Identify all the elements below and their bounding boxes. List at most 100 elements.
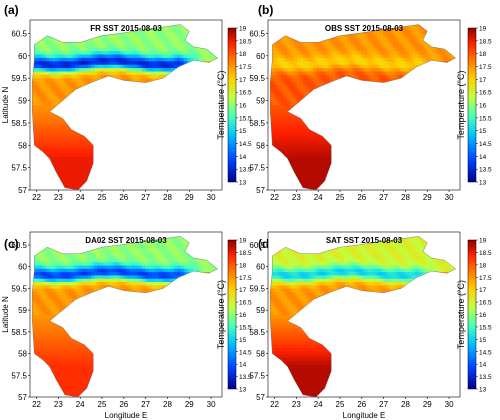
panel-title: OBS SST 2015-08-03	[325, 24, 404, 33]
colorbar-tick-label: 13	[239, 180, 247, 187]
x-tick-label: 25	[98, 193, 107, 202]
x-tick-label: 30	[445, 400, 454, 409]
y-tick-label: 59.5	[249, 284, 265, 293]
x-tick-label: 29	[185, 193, 194, 202]
colorbar-tick-label: 13	[479, 387, 487, 394]
x-tick-label: 24	[76, 400, 85, 409]
colorbar-tick-label: 17.5	[239, 64, 252, 71]
y-tick-label: 57.5	[11, 371, 27, 380]
colorbar-tick-label: 18	[479, 51, 487, 58]
panel-3: (c) DA02 SST 2015-08-03 22 23 24 25 26 27 28 29 30…	[1, 231, 252, 420]
colorbar-tick-label: 16.5	[479, 90, 492, 97]
x-tick-label: 26	[119, 400, 128, 409]
y-tick-label: 59	[256, 306, 265, 315]
colorbar	[227, 239, 237, 390]
panel-title: FR SST 2015-08-03	[90, 24, 162, 33]
x-tick-label: 27	[141, 193, 150, 202]
x-tick-label: 28	[163, 193, 172, 202]
colorbar-tick-label: 19	[239, 26, 247, 33]
colorbar-tick-label: 14	[479, 362, 487, 369]
y-tick-label: 58.5	[11, 328, 27, 337]
y-tick-label: 59	[256, 97, 265, 106]
x-tick-label: 22	[32, 193, 41, 202]
y-tick-label: 60	[18, 263, 27, 272]
colorbar-tick-label: 16	[479, 103, 487, 110]
x-tick-label: 27	[379, 400, 388, 409]
colorbar-tick-label: 13	[239, 387, 247, 394]
colorbar-tick-label: 17	[479, 77, 487, 84]
x-tick-label: 27	[141, 400, 150, 409]
panel-title: SAT SST 2015-08-03	[326, 236, 403, 245]
colorbar-tick-label: 13	[479, 180, 487, 187]
colorbar-tick-label: 16.5	[239, 300, 252, 307]
colorbar-tick-label: 16.5	[239, 90, 252, 97]
colorbar-tick-label: 16.5	[479, 300, 492, 307]
y-tick-label: 59	[18, 97, 27, 106]
colorbar-tick-label: 18.5	[479, 38, 492, 45]
y-tick-label: 57	[18, 393, 27, 402]
colorbar-tick-label: 14	[239, 154, 247, 161]
colorbar-tick-label: 19	[239, 238, 247, 245]
colorbar-tick-label: 15.5	[239, 324, 252, 331]
panel-letter: (b)	[258, 3, 273, 17]
colorbar-tick-label: 18	[239, 51, 247, 58]
y-tick-label: 57	[256, 186, 265, 195]
colorbar-tick-label: 15	[479, 128, 487, 135]
y-tick-label: 60	[18, 52, 27, 61]
x-tick-label: 26	[357, 400, 366, 409]
colorbar-tick-label: 14	[239, 362, 247, 369]
y-tick-label: 60.5	[11, 241, 27, 250]
colorbar-tick-label: 18	[479, 262, 487, 269]
x-tick-label: 22	[32, 400, 41, 409]
y-tick-label: 57.5	[249, 164, 265, 173]
panel-1: (a) FR SST 2015-08-03 22 23 24 25 26 27 28 29 30 57…	[1, 3, 252, 202]
colorbar-tick-label: 13.5	[239, 374, 252, 381]
y-tick-label: 60	[256, 52, 265, 61]
x-tick-label: 24	[314, 400, 323, 409]
colorbar-tick-label: 15.5	[239, 115, 252, 122]
y-tick-label: 58	[18, 141, 27, 150]
panel-title: DA02 SST 2015-08-03	[85, 236, 167, 245]
y-tick-label: 58	[256, 141, 265, 150]
colorbar-tick-label: 14.5	[239, 349, 252, 356]
x-tick-label: 24	[76, 193, 85, 202]
x-tick-label: 25	[336, 400, 345, 409]
x-tick-label: 29	[423, 193, 432, 202]
colorbar-tick-label: 17.5	[479, 275, 492, 282]
colorbar-tick-label: 19	[479, 26, 487, 33]
x-tick-label: 30	[207, 193, 216, 202]
panel-letter: (c)	[4, 237, 19, 251]
x-axis-label: Longitude E	[343, 411, 386, 420]
x-tick-label: 26	[357, 193, 366, 202]
x-tick-label: 25	[98, 400, 107, 409]
coastline	[31, 24, 218, 191]
y-tick-label: 58	[18, 350, 27, 359]
y-tick-label: 59	[18, 306, 27, 315]
x-tick-label: 23	[292, 193, 301, 202]
x-tick-label: 23	[292, 400, 301, 409]
y-tick-label: 59.5	[11, 74, 27, 83]
x-tick-label: 29	[185, 400, 194, 409]
colorbar-label: Temperature (°C)	[216, 280, 226, 349]
colorbar-tick-label: 14.5	[239, 141, 252, 148]
y-tick-label: 60.5	[249, 29, 265, 38]
x-tick-label: 29	[423, 400, 432, 409]
colorbar-tick-label: 17	[239, 287, 247, 294]
colorbar-tick-label: 18.5	[239, 250, 252, 257]
y-tick-label: 57.5	[11, 164, 27, 173]
y-tick-label: 58.5	[249, 119, 265, 128]
x-tick-label: 22	[270, 400, 279, 409]
colorbar-tick-label: 14.5	[479, 349, 492, 356]
colorbar-tick-label: 19	[479, 238, 487, 245]
coastline	[269, 24, 456, 191]
colorbar-tick-label: 17.5	[479, 64, 492, 71]
colorbar-label: Temperature (°C)	[456, 280, 466, 349]
colorbar-tick-label: 13.5	[479, 167, 492, 174]
colorbar	[467, 239, 477, 390]
colorbar	[467, 27, 477, 183]
colorbar-tick-label: 16	[479, 312, 487, 319]
colorbar-tick-label: 15	[239, 337, 247, 344]
y-axis-label: Latitude N	[1, 87, 10, 124]
